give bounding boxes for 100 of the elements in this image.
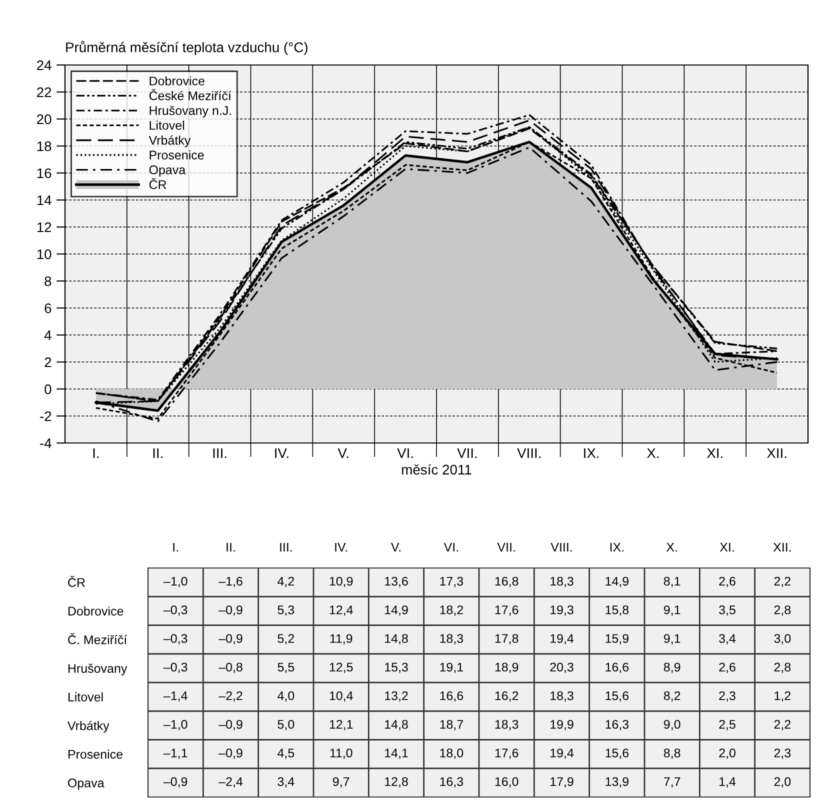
text: 9,1 bbox=[664, 634, 680, 644]
x-tick-label: IV. bbox=[275, 448, 288, 458]
x-tick-label: II. bbox=[153, 448, 162, 458]
text: 8,2 bbox=[664, 691, 680, 702]
text: 18,7 bbox=[440, 720, 463, 730]
text: 2,0 bbox=[719, 748, 736, 759]
text: –0,3 bbox=[163, 605, 188, 616]
text: –2,2 bbox=[218, 691, 242, 702]
legend-label: Hrušovany n.J. bbox=[150, 106, 231, 118]
y-tick-label: Prosenice bbox=[68, 750, 122, 759]
text: –1,4 bbox=[163, 691, 188, 702]
text: 14,8 bbox=[385, 720, 408, 730]
text: 15,6 bbox=[606, 691, 629, 702]
text: 8,1 bbox=[664, 576, 680, 588]
text: 18,3 bbox=[550, 691, 574, 702]
text: 19,4 bbox=[550, 748, 574, 759]
text: 18,3 bbox=[440, 634, 464, 644]
text: 4,5 bbox=[278, 748, 294, 759]
y-tick-label: Hrušovany bbox=[68, 664, 128, 676]
x-tick-label: XII. bbox=[773, 542, 791, 552]
y-tick-label: -2 bbox=[40, 411, 52, 422]
x-tick-label: VIII. bbox=[517, 448, 540, 458]
text: 2,6 bbox=[719, 576, 736, 588]
x-tick-label: VII. bbox=[497, 542, 515, 552]
text: 3,5 bbox=[719, 605, 736, 616]
text: 1,2 bbox=[774, 691, 790, 702]
y-tick-label: 2 bbox=[44, 357, 52, 368]
text: 2,2 bbox=[774, 576, 790, 588]
text: 15,9 bbox=[606, 634, 628, 644]
text: 16,6 bbox=[440, 691, 464, 702]
y-tick-label: 6 bbox=[44, 303, 52, 314]
x-tick-label: I. bbox=[173, 542, 178, 552]
text: 14,9 bbox=[606, 576, 628, 588]
text: 20,3 bbox=[550, 662, 574, 674]
text: 11,9 bbox=[330, 634, 352, 644]
y-tick-label: 12 bbox=[37, 222, 52, 232]
y-tick-label: Dobrovice bbox=[68, 606, 124, 616]
y-tick-label: 14 bbox=[37, 195, 52, 206]
x-tick-label: X. bbox=[666, 542, 677, 552]
text: 9,0 bbox=[664, 720, 680, 730]
text: 15,3 bbox=[385, 662, 408, 674]
text: 3,0 bbox=[774, 634, 791, 644]
text: 1,4 bbox=[720, 777, 736, 788]
x-tick-label: III. bbox=[280, 542, 292, 552]
text: 19,4 bbox=[550, 634, 574, 644]
text: 18,9 bbox=[495, 662, 518, 674]
text: 16,0 bbox=[495, 777, 518, 788]
y-tick-label: 4 bbox=[44, 330, 52, 340]
text: 2,5 bbox=[719, 720, 736, 730]
text: 2,3 bbox=[719, 691, 736, 702]
x-tick-label: VIII. bbox=[550, 542, 572, 552]
y-tick-label: Č. Meziříčí bbox=[68, 633, 128, 644]
text: 8,8 bbox=[664, 748, 680, 759]
legend-label: Litovel bbox=[150, 120, 184, 130]
text: 10,9 bbox=[330, 576, 353, 588]
text: 11,0 bbox=[330, 748, 352, 759]
text: –0,3 bbox=[163, 662, 188, 674]
text: 17,8 bbox=[495, 634, 518, 644]
text: –0,9 bbox=[218, 748, 242, 759]
text: 13,2 bbox=[385, 691, 408, 702]
text: –0,9 bbox=[218, 634, 242, 644]
text: 16,8 bbox=[495, 576, 518, 588]
legend-label: Prosenice bbox=[150, 150, 204, 160]
text: 17,9 bbox=[550, 777, 574, 788]
x-tick-label: VI. bbox=[397, 448, 413, 458]
y-tick-label: 16 bbox=[37, 168, 52, 178]
x-tick-label: II. bbox=[226, 542, 235, 552]
text: 2,8 bbox=[774, 605, 791, 616]
legend-label: Vrbátky bbox=[148, 135, 191, 148]
y-axis-title: Průměrná měsíční teplota vzduchu (°C) bbox=[66, 40, 308, 55]
y-tick-label: 0 bbox=[44, 384, 52, 394]
text: 2,0 bbox=[774, 777, 791, 788]
text: 10,4 bbox=[330, 691, 353, 702]
text: 19,1 bbox=[440, 662, 463, 674]
x-tick-label: XI. bbox=[720, 542, 734, 552]
text: 12,8 bbox=[385, 777, 408, 788]
text: –1,6 bbox=[218, 576, 242, 588]
text: 19,9 bbox=[550, 720, 574, 730]
text: 5,5 bbox=[278, 662, 294, 674]
text: 12,4 bbox=[330, 605, 353, 616]
text: 2,2 bbox=[774, 720, 790, 730]
text: –0,9 bbox=[218, 605, 242, 616]
text: 9,1 bbox=[664, 605, 680, 616]
y-tick-label: 8 bbox=[44, 276, 52, 286]
text: –0,8 bbox=[218, 662, 242, 674]
text: 7,7 bbox=[664, 777, 680, 788]
text: 5,2 bbox=[278, 634, 294, 644]
text: 3,4 bbox=[719, 634, 736, 644]
x-tick-label: IX. bbox=[610, 542, 624, 552]
x-tick-label: V. bbox=[390, 542, 400, 552]
y-tick-label: ČR bbox=[68, 576, 85, 587]
y-tick-label: -4 bbox=[40, 438, 52, 448]
text: 4,0 bbox=[278, 691, 294, 702]
y-tick-label: 20 bbox=[37, 114, 52, 124]
text: 19,3 bbox=[550, 605, 574, 616]
text: 8,9 bbox=[664, 662, 680, 674]
text: 16,6 bbox=[606, 662, 629, 674]
text: 17,6 bbox=[495, 605, 518, 616]
x-tick-label: V. bbox=[338, 448, 348, 458]
text: –0,9 bbox=[218, 720, 242, 730]
